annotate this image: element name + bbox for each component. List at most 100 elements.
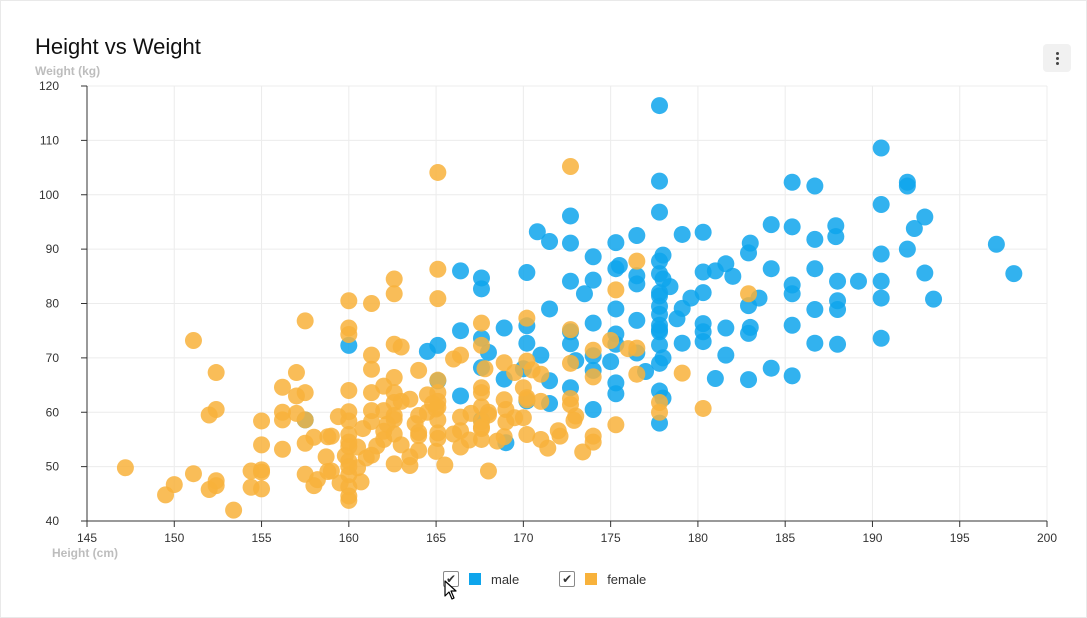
- male-point[interactable]: [651, 203, 669, 221]
- male-point[interactable]: [541, 233, 559, 251]
- male-point[interactable]: [806, 334, 824, 352]
- male-point[interactable]: [651, 97, 669, 115]
- female-point[interactable]: [584, 433, 602, 451]
- female-point[interactable]: [602, 331, 620, 349]
- female-point[interactable]: [506, 409, 524, 427]
- male-point[interactable]: [783, 367, 801, 385]
- male-point[interactable]: [916, 264, 934, 282]
- male-point[interactable]: [651, 321, 669, 339]
- female-point[interactable]: [445, 425, 463, 443]
- female-point[interactable]: [561, 157, 579, 175]
- male-point[interactable]: [829, 335, 847, 353]
- male-point[interactable]: [762, 216, 780, 234]
- male-point[interactable]: [668, 310, 686, 328]
- male-point[interactable]: [495, 319, 513, 337]
- female-point[interactable]: [363, 346, 381, 364]
- female-point[interactable]: [225, 501, 243, 519]
- female-point[interactable]: [539, 439, 557, 457]
- female-point[interactable]: [514, 379, 532, 397]
- female-point[interactable]: [561, 321, 579, 339]
- male-point[interactable]: [987, 235, 1005, 253]
- male-point[interactable]: [925, 290, 943, 308]
- male-point[interactable]: [561, 335, 579, 353]
- female-point[interactable]: [532, 392, 550, 410]
- female-point[interactable]: [368, 437, 386, 455]
- female-point[interactable]: [518, 426, 536, 444]
- female-point[interactable]: [628, 365, 646, 383]
- female-point[interactable]: [253, 463, 271, 481]
- female-point[interactable]: [429, 371, 447, 389]
- female-point[interactable]: [495, 428, 513, 446]
- male-point[interactable]: [706, 370, 724, 388]
- female-point[interactable]: [253, 412, 271, 430]
- male-point[interactable]: [916, 208, 934, 226]
- female-point[interactable]: [287, 364, 305, 382]
- female-point[interactable]: [322, 462, 340, 480]
- male-point[interactable]: [806, 260, 824, 278]
- female-point[interactable]: [740, 285, 758, 303]
- male-point[interactable]: [452, 262, 470, 280]
- male-point[interactable]: [717, 319, 735, 337]
- legend-item-female[interactable]: ✔ female: [559, 571, 646, 587]
- male-point[interactable]: [740, 324, 758, 342]
- female-point[interactable]: [354, 420, 372, 438]
- female-point[interactable]: [651, 393, 669, 411]
- female-point[interactable]: [436, 456, 454, 474]
- female-point[interactable]: [460, 431, 478, 449]
- male-point[interactable]: [607, 234, 625, 252]
- female-point[interactable]: [385, 285, 403, 303]
- male-point[interactable]: [472, 280, 490, 298]
- female-point[interactable]: [273, 378, 291, 396]
- female-point[interactable]: [506, 364, 524, 382]
- male-point[interactable]: [724, 267, 742, 285]
- female-point[interactable]: [363, 295, 381, 312]
- male-point[interactable]: [872, 272, 890, 290]
- legend-checkbox-female[interactable]: ✔: [559, 571, 576, 587]
- male-point[interactable]: [898, 240, 916, 258]
- female-point[interactable]: [331, 474, 349, 492]
- female-point[interactable]: [584, 341, 602, 359]
- male-point[interactable]: [651, 265, 669, 283]
- male-point[interactable]: [584, 248, 602, 266]
- female-point[interactable]: [305, 428, 323, 446]
- female-point[interactable]: [410, 361, 428, 379]
- male-point[interactable]: [584, 271, 602, 289]
- male-point[interactable]: [717, 346, 735, 364]
- female-point[interactable]: [322, 427, 340, 445]
- female-point[interactable]: [317, 448, 335, 466]
- female-point[interactable]: [340, 487, 358, 505]
- male-point[interactable]: [783, 285, 801, 303]
- female-point[interactable]: [308, 471, 326, 489]
- female-point[interactable]: [385, 270, 403, 288]
- male-point[interactable]: [628, 311, 646, 329]
- male-point[interactable]: [872, 289, 890, 307]
- female-point[interactable]: [584, 368, 602, 386]
- male-point[interactable]: [528, 223, 546, 241]
- male-point[interactable]: [673, 334, 691, 352]
- male-point[interactable]: [829, 300, 847, 318]
- female-point[interactable]: [472, 336, 490, 354]
- male-point[interactable]: [706, 262, 724, 280]
- male-point[interactable]: [783, 218, 801, 236]
- male-point[interactable]: [575, 285, 593, 303]
- female-point[interactable]: [340, 325, 358, 343]
- female-point[interactable]: [165, 476, 183, 494]
- female-point[interactable]: [565, 411, 583, 429]
- male-point[interactable]: [682, 289, 700, 307]
- male-point[interactable]: [829, 272, 847, 290]
- male-point[interactable]: [584, 401, 602, 419]
- female-point[interactable]: [429, 290, 447, 308]
- male-point[interactable]: [452, 322, 470, 340]
- male-point[interactable]: [806, 300, 824, 318]
- female-point[interactable]: [184, 331, 202, 349]
- male-point[interactable]: [762, 359, 780, 377]
- female-point[interactable]: [273, 440, 291, 458]
- female-point[interactable]: [424, 395, 442, 413]
- female-point[interactable]: [184, 465, 202, 483]
- male-point[interactable]: [872, 329, 890, 347]
- female-point[interactable]: [340, 382, 358, 399]
- female-point[interactable]: [607, 416, 625, 434]
- male-point[interactable]: [806, 230, 824, 248]
- male-point[interactable]: [561, 234, 579, 252]
- male-point[interactable]: [762, 260, 780, 278]
